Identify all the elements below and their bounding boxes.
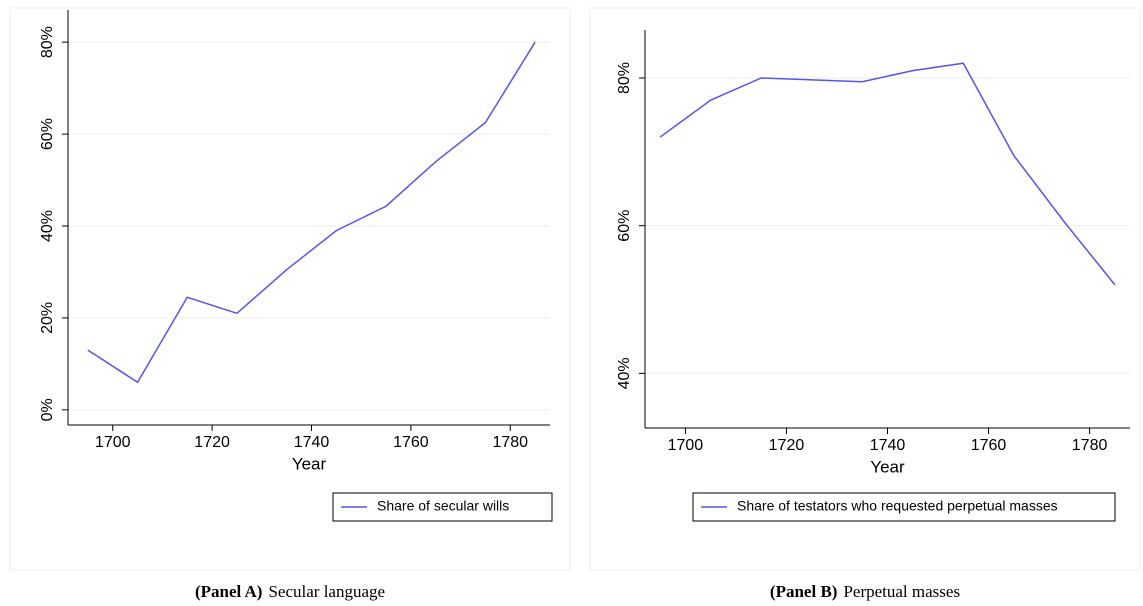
legend-label: Share of secular wills [377, 498, 509, 514]
y-tick-label: 60% [39, 118, 56, 150]
caption: (Panel A) Secular language [195, 582, 385, 601]
y-tick-label: 0% [39, 398, 56, 421]
legend-label: Share of testators who requested perpetu… [737, 498, 1058, 514]
plot-area [68, 10, 550, 425]
legend-box [332, 492, 553, 522]
y-tick-label: 80% [616, 62, 633, 94]
y-tick-label: 20% [39, 302, 56, 334]
x-tick-label: 1720 [769, 437, 805, 454]
caption-label: (Panel B) [770, 582, 838, 601]
x-tick-label: 1780 [1072, 437, 1108, 454]
legend-box [692, 492, 1116, 522]
x-tick-label: 1780 [492, 434, 528, 451]
x-tick-label: 1740 [294, 434, 330, 451]
x-axis-label: Year [870, 457, 905, 476]
panel-frame [9, 7, 571, 571]
plot-area [645, 30, 1130, 428]
y-tick-label: 40% [39, 210, 56, 242]
x-axis-label: Year [292, 454, 327, 473]
x-tick-label: 1700 [668, 437, 704, 454]
caption-label: (Panel A) [195, 582, 263, 601]
data-line [87, 41, 536, 384]
x-tick-label: 1700 [95, 434, 131, 451]
caption-text: Perpetual masses [843, 582, 960, 601]
caption-text: Secular language [268, 582, 385, 601]
x-tick-label: 1760 [393, 434, 429, 451]
y-tick-label: 60% [616, 210, 633, 242]
panel-frame [589, 7, 1141, 571]
y-tick-label: 80% [39, 26, 56, 58]
caption: (Panel B) Perpetual masses [770, 582, 960, 601]
y-tick-label: 40% [616, 357, 633, 389]
x-tick-label: 1760 [971, 437, 1007, 454]
x-tick-label: 1740 [870, 437, 906, 454]
x-tick-label: 1720 [194, 434, 230, 451]
data-line [659, 62, 1116, 286]
